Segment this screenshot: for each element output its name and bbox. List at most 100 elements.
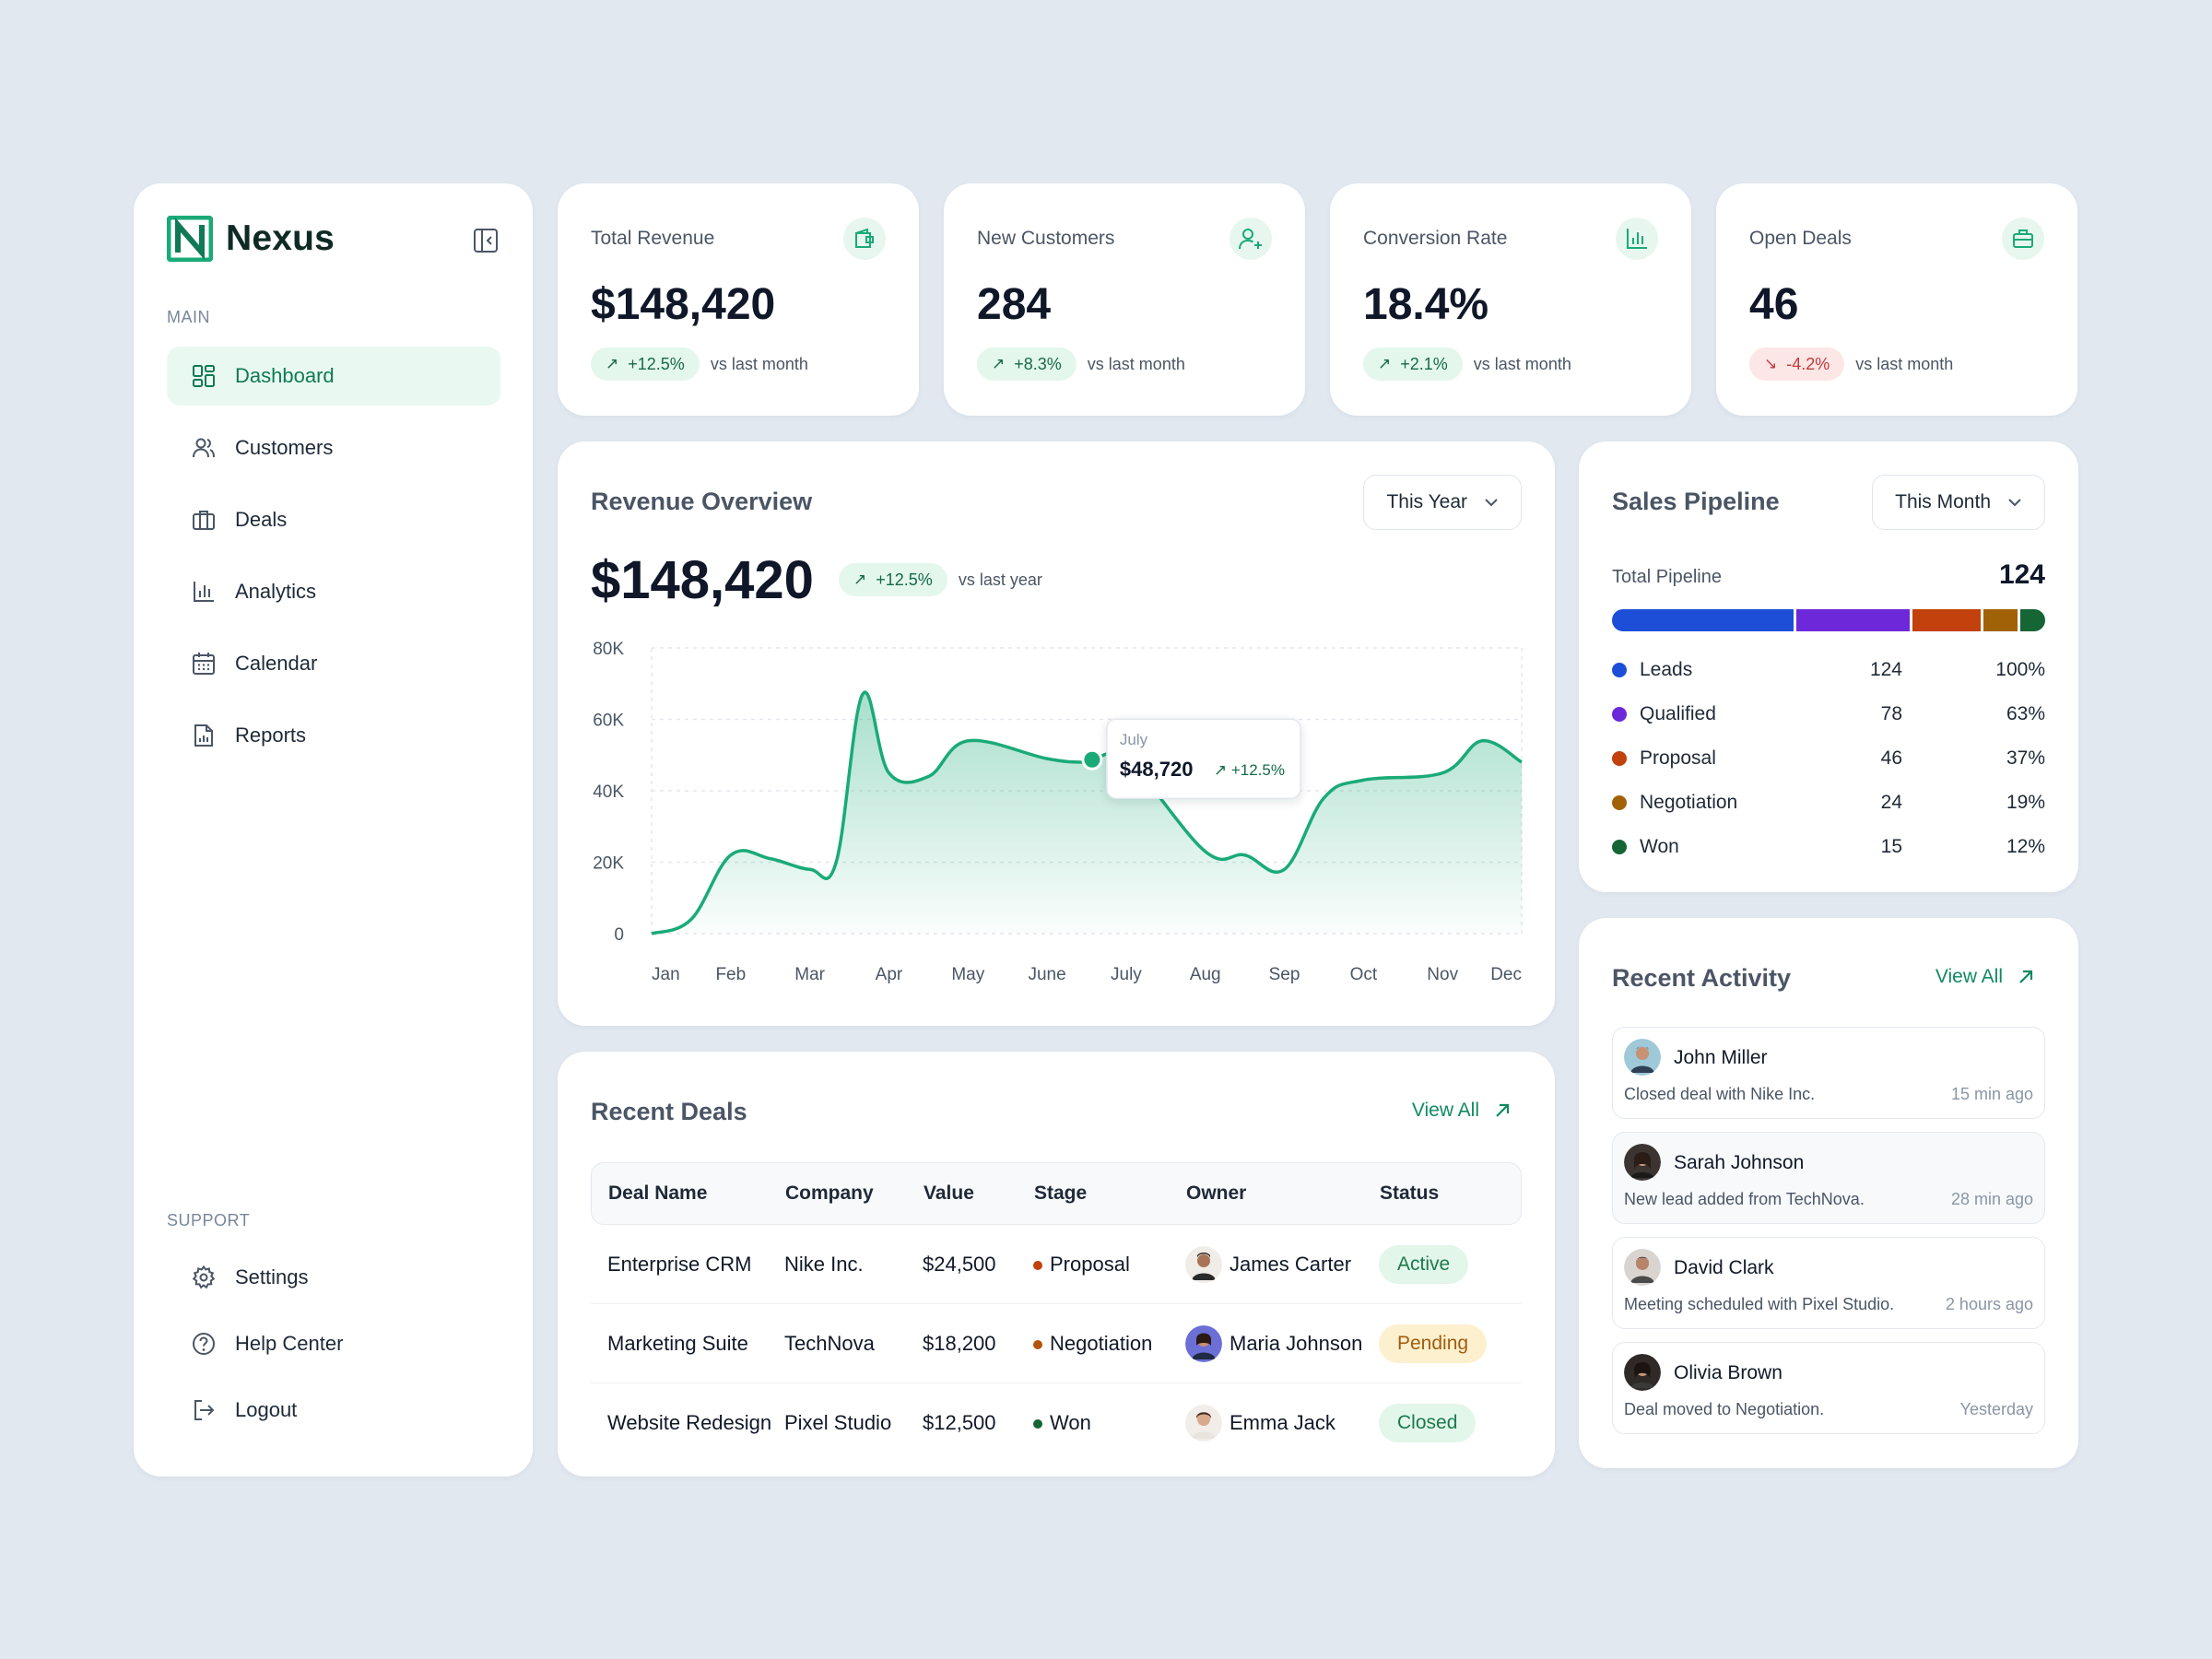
stage-color-dot bbox=[1612, 751, 1627, 766]
activity-item[interactable]: John Miller Closed deal with Nike Inc. 1… bbox=[1612, 1027, 2045, 1119]
briefcase-icon bbox=[193, 511, 215, 530]
deal-owner: James Carter bbox=[1185, 1245, 1379, 1283]
recent-activity-card: Recent Activity View All John Miller Clo… bbox=[1579, 918, 2078, 1468]
arrow-up-right-icon: ↗ bbox=[853, 571, 867, 588]
avatar bbox=[1185, 1324, 1222, 1362]
column-header[interactable]: Deal Name bbox=[608, 1182, 708, 1204]
deal-name: Enterprise CRM bbox=[607, 1252, 752, 1276]
x-tick-label: Aug bbox=[1190, 965, 1221, 984]
activity-user: Sarah Johnson bbox=[1674, 1152, 1805, 1173]
column-header[interactable]: Company bbox=[785, 1182, 874, 1204]
main-nav: Dashboard Customers Deals Analytics Cale… bbox=[167, 347, 500, 778]
period-select[interactable]: This Year bbox=[1363, 475, 1522, 530]
deal-company: Nike Inc. bbox=[784, 1252, 864, 1276]
deal-stage: Negotiation bbox=[1033, 1332, 1185, 1356]
change-value: +12.5% bbox=[876, 570, 933, 589]
arrow-up-right-icon bbox=[2019, 970, 2033, 983]
y-tick-label: 80K bbox=[593, 640, 624, 659]
deal-value: $18,200 bbox=[923, 1331, 996, 1355]
y-tick-label: 60K bbox=[593, 712, 624, 731]
avatar bbox=[1624, 1249, 1661, 1286]
activity-item[interactable]: Olivia Brown Deal moved to Negotiation. … bbox=[1612, 1342, 2045, 1434]
kpi-card-total-revenue[interactable]: Total Revenue $148,420 ↗ +12.5% vs last m… bbox=[558, 183, 919, 416]
pipeline-segment-won bbox=[2020, 609, 2045, 631]
revenue-overview-card: 80K 60K 40K 20K 0 Jan Feb Mar Apr May June July Aug S… bbox=[558, 441, 1555, 1026]
activity-item[interactable]: Sarah Johnson New lead added from TechNo… bbox=[1612, 1132, 2045, 1224]
pipeline-stage-row[interactable]: Won 15 12% bbox=[1612, 825, 2045, 869]
comparison-note: vs last month bbox=[1473, 354, 1571, 373]
pipeline-stacked-bar bbox=[1612, 609, 2045, 631]
stage-count: 78 bbox=[1880, 703, 1902, 724]
change-badge: ↗ +8.3% bbox=[977, 347, 1077, 381]
tooltip-month: July bbox=[1120, 731, 1148, 748]
column-header[interactable]: Owner bbox=[1186, 1182, 1247, 1204]
revenue-chart: 80K 60K 40K 20K 0 Jan Feb Mar Apr May June July Aug S… bbox=[593, 640, 1523, 984]
deal-owner: Emma Jack bbox=[1185, 1405, 1379, 1441]
owner-name: Maria Johnson bbox=[1230, 1331, 1363, 1355]
kpi-title: Open Deals bbox=[1749, 228, 1852, 249]
support-nav: Settings Help Center Logout bbox=[167, 1251, 500, 1450]
chart-tooltip bbox=[1106, 718, 1301, 799]
nav-item-calendar[interactable]: Calendar bbox=[167, 634, 500, 693]
nav-label: Settings bbox=[235, 1265, 309, 1288]
change-value: -4.2% bbox=[1786, 354, 1830, 373]
stage-dot bbox=[1033, 1419, 1042, 1430]
activity-time: 15 min ago bbox=[1950, 1085, 2033, 1103]
deal-company: TechNova bbox=[784, 1331, 875, 1355]
nav-item-logout[interactable]: Logout bbox=[167, 1383, 500, 1437]
stage-percent: 12% bbox=[2006, 836, 2045, 857]
brand[interactable]: Nexus bbox=[167, 216, 335, 262]
pipeline-stage-row[interactable]: Proposal 46 37% bbox=[1612, 736, 2045, 781]
view-all-label: View All bbox=[1411, 1100, 1479, 1121]
deal-stage: Won bbox=[1033, 1411, 1185, 1435]
kpi-title: Conversion Rate bbox=[1363, 228, 1508, 249]
column-header[interactable]: Status bbox=[1380, 1182, 1440, 1204]
chevron-down-icon bbox=[1485, 499, 1498, 507]
pipeline-stage-row[interactable]: Leads 124 100% bbox=[1612, 648, 2045, 692]
sidebar-collapse-icon[interactable] bbox=[472, 227, 500, 254]
sales-pipeline-card: Sales Pipeline This Month Total Pipeline… bbox=[1579, 441, 2078, 892]
nav-item-analytics[interactable]: Analytics bbox=[167, 562, 500, 621]
change-value: +12.5% bbox=[628, 354, 685, 373]
pipeline-stage-row[interactable]: Negotiation 24 19% bbox=[1612, 781, 2045, 825]
deals-view-all-link[interactable]: View All bbox=[1412, 1100, 1512, 1122]
change-badge: ↘ -4.2% bbox=[1749, 347, 1845, 381]
kpi-value: 46 bbox=[1749, 280, 1799, 329]
stage-percent: 37% bbox=[2006, 747, 2045, 769]
nav-label: Reports bbox=[235, 724, 307, 747]
pipeline-stage-row[interactable]: Qualified 78 63% bbox=[1612, 692, 2045, 736]
stage-count: 15 bbox=[1880, 836, 1902, 857]
brand-name: Nexus bbox=[226, 218, 335, 258]
deal-stage: Proposal bbox=[1033, 1253, 1185, 1277]
stage-count: 24 bbox=[1880, 792, 1902, 813]
nav-item-help-center[interactable]: Help Center bbox=[167, 1317, 500, 1371]
nav-item-deals[interactable]: Deals bbox=[167, 490, 500, 549]
activity-description: Meeting scheduled with Pixel Studio. bbox=[1624, 1295, 1895, 1313]
kpi-card-conversion-rate[interactable]: Conversion Rate 18.4% ↗ +2.1% vs last mon… bbox=[1330, 183, 1691, 416]
status-badge: Closed bbox=[1379, 1404, 1477, 1442]
highlight-point bbox=[1081, 748, 1103, 771]
column-header[interactable]: Stage bbox=[1034, 1182, 1088, 1204]
nav-item-reports[interactable]: Reports bbox=[167, 706, 500, 765]
table-row[interactable]: Website Redesign Pixel Studio $12,500 Wo… bbox=[591, 1383, 1522, 1463]
nav-item-customers[interactable]: Customers bbox=[167, 418, 500, 477]
pipeline-period-select[interactable]: This Month bbox=[1872, 475, 2045, 530]
deal-value: $24,500 bbox=[923, 1252, 996, 1276]
activity-item[interactable]: David Clark Meeting scheduled with Pixel… bbox=[1612, 1237, 2045, 1329]
nav-item-settings[interactable]: Settings bbox=[167, 1251, 500, 1304]
activity-view-all-link[interactable]: View All bbox=[1936, 966, 2036, 988]
support-section-label: SUPPORT bbox=[167, 1211, 251, 1230]
stage-percent: 63% bbox=[2006, 703, 2045, 724]
briefcase-icon bbox=[2002, 218, 2044, 260]
activity-title: Recent Activity bbox=[1612, 964, 1792, 992]
arrow-up-right-icon: ↗ bbox=[1378, 355, 1392, 372]
view-all-label: View All bbox=[1935, 966, 2003, 987]
kpi-card-new-customers[interactable]: New Customers 284 ↗ +8.3% vs last month bbox=[944, 183, 1305, 416]
kpi-card-open-deals[interactable]: Open Deals 46 ↘ -4.2% vs last month bbox=[1716, 183, 2077, 416]
table-row[interactable]: Marketing Suite TechNova $18,200 Negotia… bbox=[591, 1304, 1522, 1383]
table-row[interactable]: Enterprise CRM Nike Inc. $24,500 Proposa… bbox=[591, 1225, 1522, 1304]
x-tick-label: Oct bbox=[1350, 965, 1378, 984]
nav-item-dashboard[interactable]: Dashboard bbox=[167, 347, 500, 406]
y-tick-label: 40K bbox=[593, 782, 624, 802]
column-header[interactable]: Value bbox=[924, 1182, 974, 1204]
